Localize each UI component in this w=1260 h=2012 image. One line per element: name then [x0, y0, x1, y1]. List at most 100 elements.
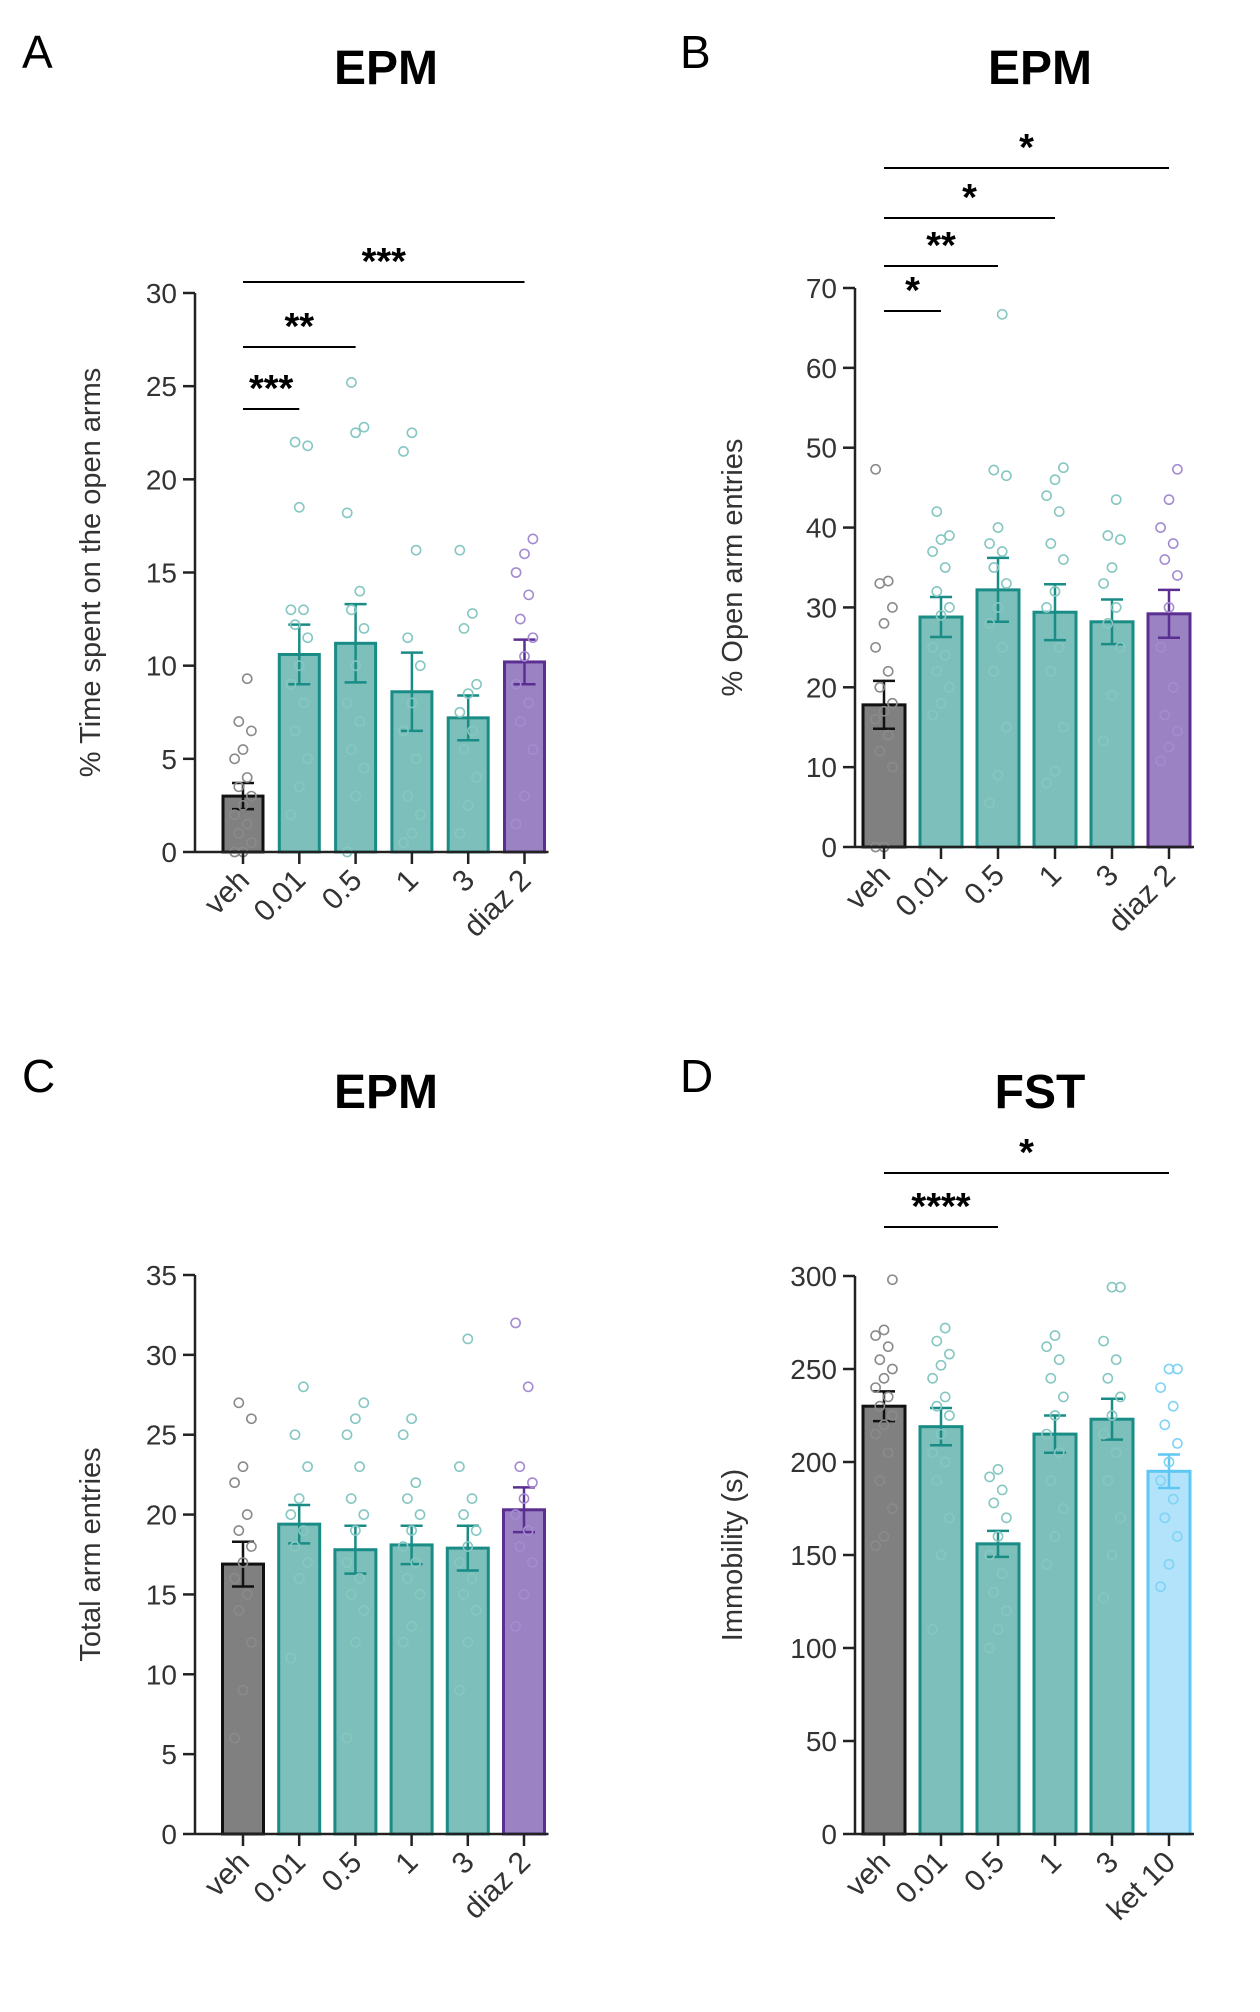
data-point-d-5-5 [1155, 1475, 1166, 1486]
data-point-d-4-12 [1115, 1281, 1126, 1293]
data-point-c-2-6 [349, 1525, 361, 1536]
y-tick-label-b-1: 10 [806, 752, 837, 783]
bar-c-5 [502, 1508, 546, 1836]
data-point-b-5-5 [1155, 641, 1166, 653]
chart-title-d: FST [995, 1066, 1086, 1119]
data-point-a-1-1 [293, 781, 305, 793]
data-point-d-1-2 [944, 1512, 955, 1524]
data-point-b-3-9 [1053, 506, 1065, 517]
data-point-d-4-5 [1098, 1428, 1109, 1440]
data-point-a-4-6 [462, 688, 474, 700]
data-point-d-5-2 [1172, 1531, 1183, 1542]
data-point-a-0-2 [245, 837, 257, 849]
bar-c-4 [445, 1546, 490, 1836]
data-point-a-5-0 [510, 818, 522, 830]
data-point-d-1-5 [927, 1447, 938, 1459]
data-point-d-0-12 [887, 1363, 898, 1375]
data-point-d-3-0 [1041, 1558, 1052, 1570]
data-point-d-4-1 [1106, 1549, 1118, 1561]
data-point-d-3-4 [1053, 1447, 1065, 1459]
data-point-c-4-9 [466, 1493, 478, 1504]
data-point-b-3-8 [1045, 538, 1057, 549]
data-point-a-0-8 [233, 781, 245, 793]
data-point-b-3-7 [1058, 554, 1069, 565]
data-point-d-4-7 [1115, 1391, 1126, 1403]
y-tick-label-c-4: 20 [146, 1500, 177, 1531]
data-point-c-5-10 [510, 1317, 521, 1329]
bar-c-1 [277, 1522, 322, 1836]
data-point-c-1-7 [302, 1461, 313, 1473]
data-point-d-2-7 [1001, 1512, 1012, 1524]
data-point-c-2-8 [345, 1493, 357, 1504]
data-point-c-0-6 [237, 1557, 249, 1568]
data-point-d-1-7 [944, 1410, 955, 1421]
bar-b-5 [1146, 612, 1192, 849]
data-point-b-0-5 [870, 713, 881, 725]
data-point-c-4-2 [470, 1605, 482, 1616]
data-point-a-4-5 [454, 706, 466, 718]
data-point-a-2-5 [341, 697, 353, 709]
data-point-d-1-11 [935, 1359, 947, 1371]
data-point-b-3-0 [1041, 777, 1052, 789]
bar-d-3 [1032, 1432, 1078, 1836]
data-point-d-1-0 [927, 1624, 938, 1635]
data-point-d-1-1 [935, 1549, 947, 1561]
data-point-a-1-8 [289, 619, 301, 631]
data-point-c-0-3 [233, 1605, 245, 1616]
data-point-b-2-4 [996, 641, 1008, 653]
data-point-d-3-5 [1041, 1428, 1052, 1440]
data-point-d-0-4 [882, 1447, 894, 1459]
data-point-c-4-0 [453, 1684, 465, 1696]
data-point-b-4-9 [1110, 494, 1122, 506]
significance-label-b-1: ** [926, 225, 956, 267]
y-tick-label-a-5: 25 [146, 371, 177, 402]
data-point-b-3-4 [1053, 641, 1065, 653]
data-point-c-0-10 [229, 1477, 240, 1489]
data-point-d-0-15 [870, 1330, 881, 1341]
y-tick-label-c-2: 10 [146, 1659, 177, 1690]
data-point-d-1-3 [931, 1475, 943, 1486]
data-point-c-4-6 [462, 1541, 474, 1552]
y-tick-label-c-3: 15 [146, 1579, 177, 1610]
y-axis-label-b: % Open arm entries [717, 439, 749, 697]
data-point-b-3-10 [1041, 490, 1052, 502]
data-point-b-1-11 [935, 534, 947, 545]
data-point-c-2-12 [358, 1397, 370, 1409]
data-point-d-4-2 [1115, 1512, 1126, 1524]
data-point-b-5-11 [1163, 494, 1175, 506]
data-point-a-5-2 [527, 744, 539, 755]
data-point-d-3-11 [1049, 1330, 1061, 1341]
significance-label-a-1: ** [285, 306, 315, 348]
y-tick-label-a-0: 0 [161, 837, 177, 868]
bar-b-4 [1089, 620, 1135, 849]
data-point-a-0-14 [241, 673, 253, 685]
data-point-b-1-8 [931, 586, 943, 597]
data-point-d-1-10 [927, 1372, 938, 1384]
data-point-a-0-10 [229, 753, 240, 765]
data-point-c-0-9 [241, 1509, 253, 1520]
data-point-a-4-2 [471, 772, 482, 783]
y-tick-label-a-1: 5 [161, 744, 177, 775]
data-point-b-1-1 [935, 697, 947, 709]
data-point-b-4-5 [1098, 578, 1109, 589]
significance-label-d-0: **** [911, 1186, 970, 1228]
data-point-c-3-7 [414, 1509, 426, 1520]
data-point-c-5-4 [522, 1525, 534, 1536]
data-point-a-4-0 [454, 827, 466, 839]
data-point-c-3-8 [401, 1493, 413, 1504]
data-point-c-3-10 [397, 1429, 409, 1441]
y-tick-label-b-3: 30 [806, 592, 837, 623]
data-point-c-0-11 [237, 1461, 249, 1473]
data-point-d-5-6 [1163, 1456, 1175, 1468]
data-point-a-2-10 [341, 507, 353, 519]
data-point-d-2-4 [996, 1568, 1008, 1579]
y-tick-label-d-2: 100 [790, 1633, 837, 1664]
data-point-b-0-3 [874, 745, 886, 757]
data-point-a-2-3 [345, 744, 357, 755]
data-point-b-4-2 [1115, 641, 1126, 653]
data-point-a-3-9 [410, 544, 422, 556]
y-tick-label-d-1: 50 [806, 1726, 837, 1757]
data-point-b-0-4 [882, 729, 894, 741]
